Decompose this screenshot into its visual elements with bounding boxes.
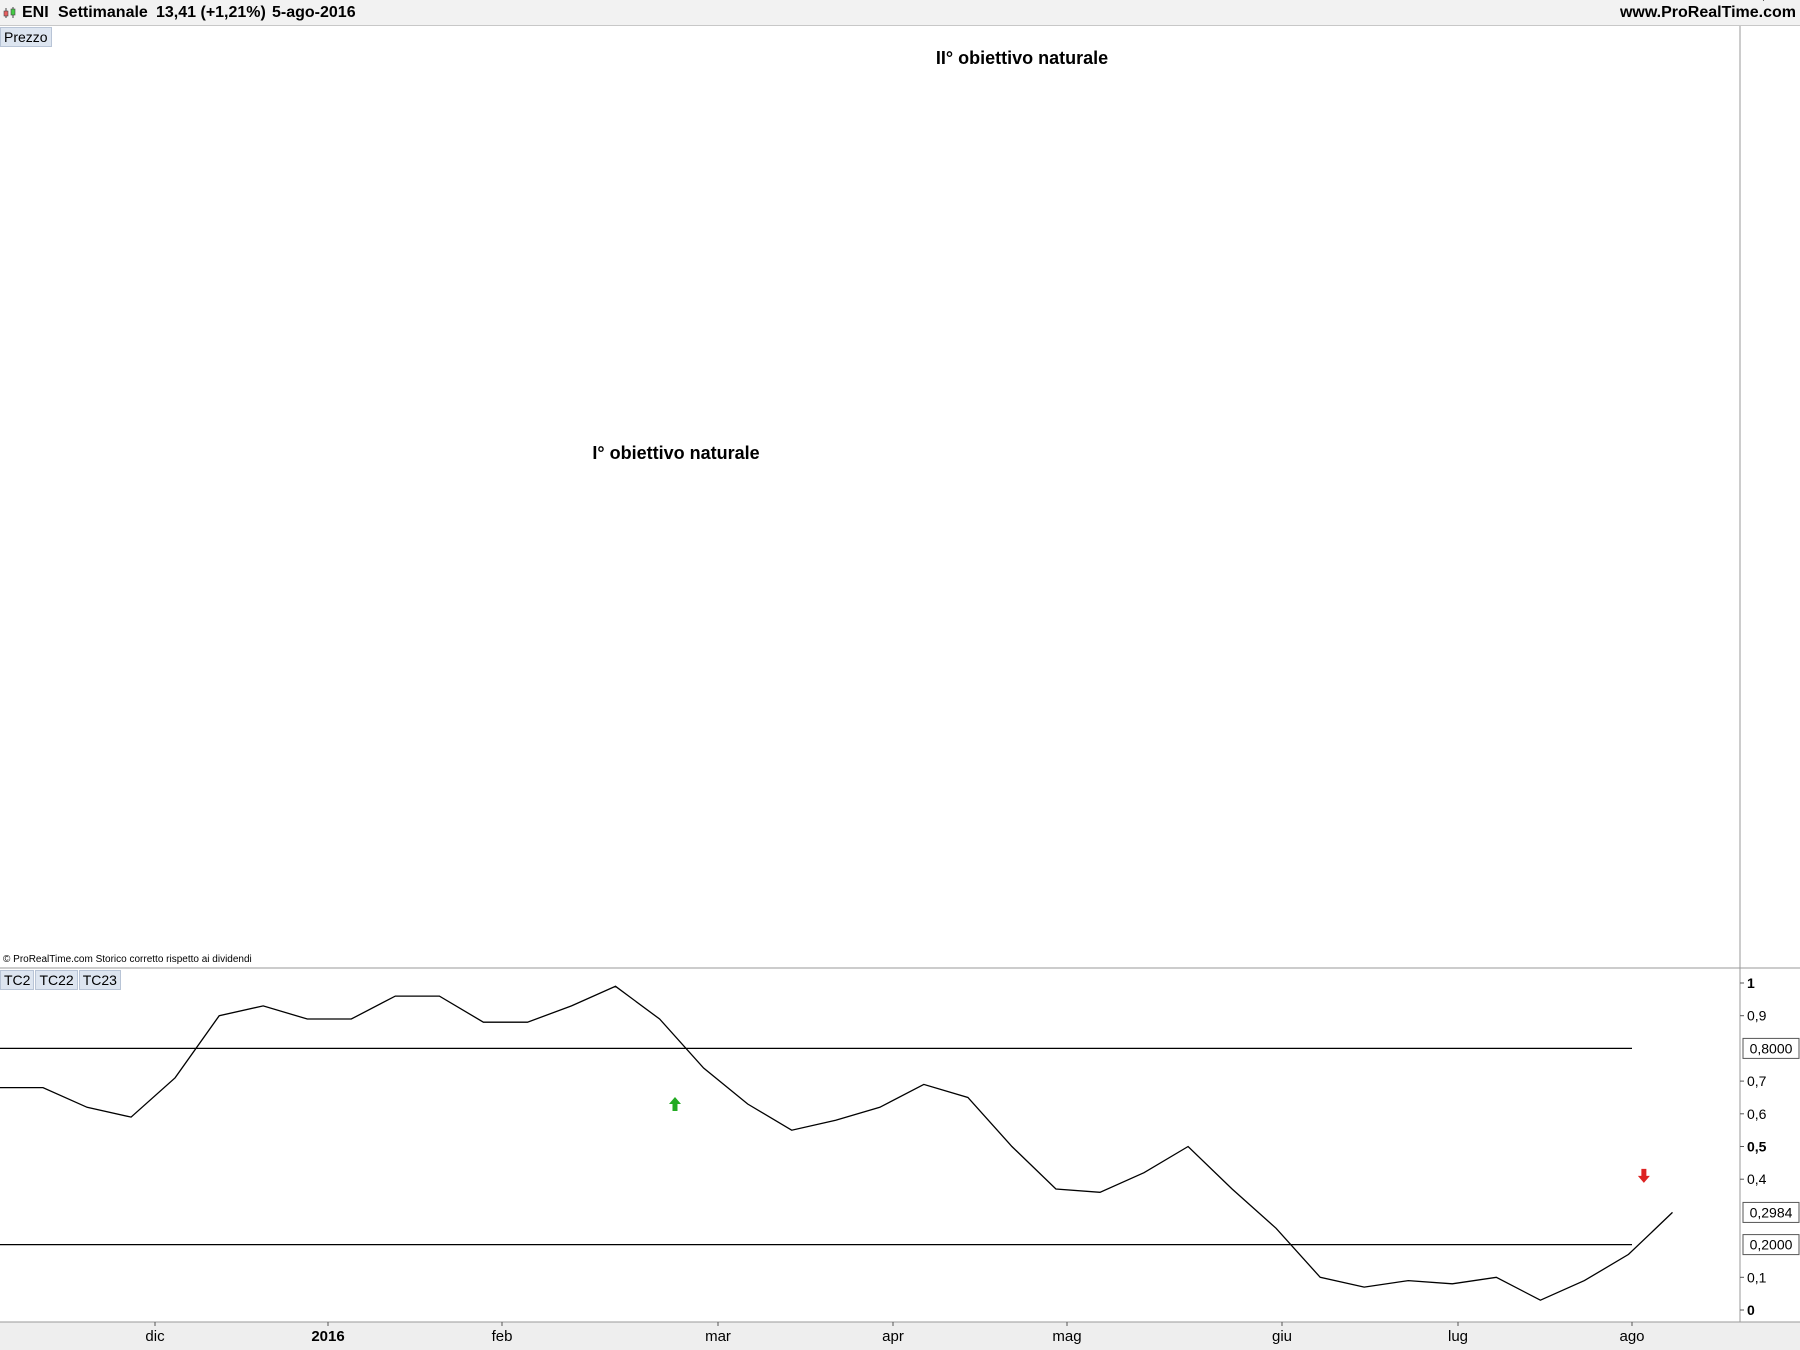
oscillator-line [0, 985, 1673, 1301]
quote-date: 5-ago-2016 [272, 4, 356, 21]
threshold-value-box [1742, 1037, 1800, 1059]
x-axis-label: apr [882, 1328, 904, 1345]
chart-background [0, 26, 1800, 1350]
oscillator-tick-label: 0,9 [1747, 1008, 1767, 1024]
chart-header-bar: ENI Settimanale 13,41 (+1,21%) 5-ago-201… [0, 0, 1800, 26]
oscillator-value-box [1742, 1201, 1800, 1223]
price-tick-label: 10,2 [1746, 0, 1773, 2]
x-axis-label: lug [1448, 1328, 1468, 1345]
last-quote: 13,41 (+1,21%) [156, 4, 266, 21]
price-panel-tab[interactable]: Prezzo [0, 27, 52, 47]
oscillator-tick-label: 0 [1747, 1302, 1755, 1318]
indicator-tab-tc22[interactable]: TC22 [35, 970, 78, 990]
candlestick-logo-icon [3, 7, 16, 18]
oscillator-tick-label: 0,5 [1747, 1139, 1767, 1155]
oscillator-tick-label: 0,7 [1747, 1073, 1767, 1089]
buy-signal-arrow-icon [668, 1096, 681, 1111]
indicator-tabs: TC2 TC22 TC23 [0, 970, 122, 990]
x-axis-label: 2016 [311, 1328, 344, 1345]
target-label: I° obiettivo naturale [592, 443, 759, 463]
symbol-name: ENI [22, 4, 49, 21]
threshold-value-label: 0,8000 [1750, 1040, 1793, 1056]
oscillator-tick-label: 0,4 [1747, 1171, 1767, 1187]
indicator-tab-tc23[interactable]: TC23 [78, 970, 121, 990]
oscillator-tick-label: 1 [1747, 975, 1755, 991]
sell-signal-arrow-icon [1637, 1168, 1650, 1183]
threshold-value-box [1742, 1234, 1800, 1256]
oscillator-tick-label: 0,1 [1747, 1269, 1767, 1285]
site-url[interactable]: www.ProRealTime.com [1619, 4, 1796, 21]
copyright-note: © ProRealTime.com Storico corretto rispe… [3, 954, 252, 965]
target-label: II° obiettivo naturale [936, 48, 1108, 68]
oscillator-current-value: 0,2984 [1750, 1204, 1793, 1220]
x-axis-label: feb [492, 1328, 513, 1345]
x-axis-label: giu [1272, 1328, 1292, 1345]
indicator-tab-tc2[interactable]: TC2 [0, 970, 35, 990]
x-axis-label: ago [1619, 1328, 1644, 1345]
x-axis-label: mar [705, 1328, 731, 1345]
timeframe-label: Settimanale [58, 4, 148, 21]
oscillator-tick-label: 0,6 [1747, 1106, 1767, 1122]
threshold-value-label: 0,2000 [1750, 1237, 1793, 1253]
x-axis-label: dic [145, 1328, 165, 1345]
x-axis-band [0, 1322, 1800, 1350]
x-axis-label: mag [1052, 1328, 1081, 1345]
